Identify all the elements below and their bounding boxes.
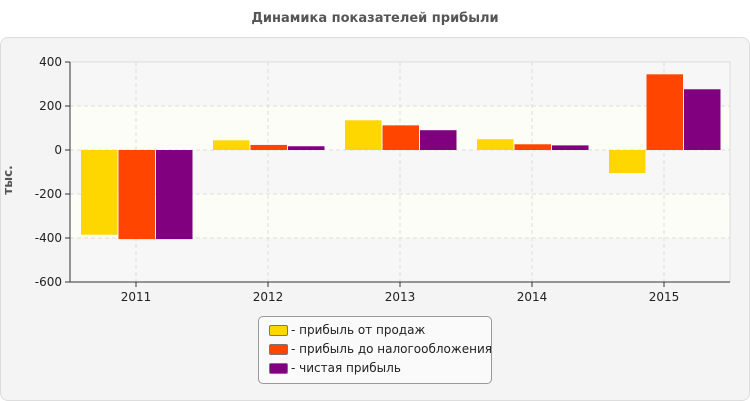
x-tick-label: 2013: [385, 290, 416, 304]
x-tick-label: 2012: [253, 290, 284, 304]
bar-1: [345, 120, 382, 150]
bar-3: [552, 145, 589, 150]
legend-label: - чистая прибыль: [291, 361, 401, 375]
bar-3: [288, 146, 325, 150]
legend-label: - прибыль до налогообложения: [291, 342, 492, 356]
y-tick-label: -400: [35, 231, 62, 245]
bar-1: [609, 150, 646, 174]
bar-3: [420, 130, 457, 150]
bar-3: [684, 89, 721, 150]
bar-2: [646, 74, 683, 150]
y-tick-label: -600: [35, 275, 62, 289]
y-tick-label: -200: [35, 187, 62, 201]
x-tick-label: 2011: [121, 290, 152, 304]
legend-swatch: [269, 325, 288, 336]
x-tick-label: 2014: [517, 290, 548, 304]
y-tick-label: 0: [54, 143, 62, 157]
chart-title: Динамика показателей прибыли: [251, 11, 499, 26]
y-tick-label: 200: [39, 99, 62, 113]
legend-swatch: [269, 363, 288, 374]
y-axis-label: тыс.: [1, 165, 15, 194]
legend-label: - прибыль от продаж: [291, 323, 426, 337]
legend-item: - прибыль от продаж: [269, 323, 425, 338]
bar-3: [156, 150, 193, 240]
bar-2: [382, 125, 419, 150]
bar-1: [81, 150, 118, 235]
legend-item: - чистая прибыль: [269, 361, 401, 376]
y-tick-label: 400: [39, 55, 62, 69]
bar-2: [514, 144, 551, 150]
bar-1: [477, 139, 514, 150]
bar-2: [118, 150, 155, 240]
bar-1: [213, 140, 250, 150]
legend-item: - прибыль до налогообложения: [269, 342, 492, 357]
bar-2: [250, 144, 287, 150]
legend-swatch: [269, 344, 288, 355]
legend: - прибыль от продаж - прибыль до налогооб…: [258, 316, 492, 384]
x-tick-label: 2015: [649, 290, 680, 304]
